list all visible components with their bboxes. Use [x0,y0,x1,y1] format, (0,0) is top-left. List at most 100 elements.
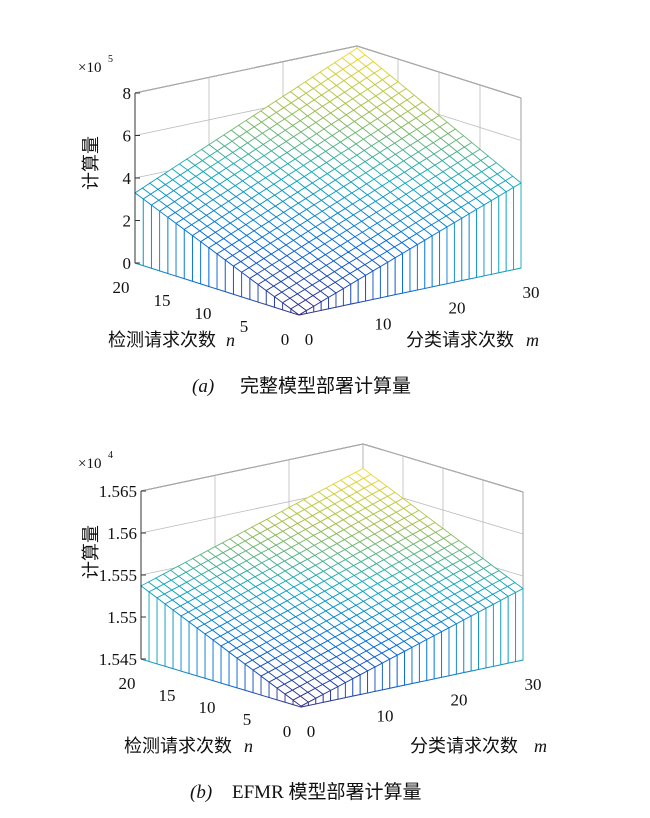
y-tick-label: 5 [243,710,252,729]
y-tick-label: 20 [113,278,130,297]
skirt-patch [416,239,426,291]
skirt-patch [461,213,470,282]
y-tick-label: 0 [281,330,290,349]
z-multiplier: ×10 [78,60,101,76]
z-tick-label: 0 [123,254,132,273]
z-axis-label: 计算量 [81,136,101,190]
skirt-patch [164,603,174,670]
skirt-patch [418,638,428,683]
skirt-patch [498,191,507,274]
skirt-patch [228,651,238,689]
skirt-patch [344,677,354,699]
skirt-patch [446,221,455,285]
skirt-patch [134,192,144,267]
skirt-patch [433,630,443,680]
skirt-patch [381,658,391,691]
skirt-patch [188,621,198,677]
skirt-patch [505,186,515,272]
skirt-patch [200,240,210,288]
surface-chart-b: 1.545 1.55 1.555 1.56 1.565 0 10 20 30 0 5 10 15 20 ×… [78,443,547,803]
x-tick-label: 10 [375,314,392,333]
skirt-patch [156,596,166,667]
skirt-patch [150,204,161,272]
z-gridline [134,45,358,94]
skirt-patch [191,234,202,285]
skirt-patch [148,591,158,665]
y-tick-label: 15 [159,686,176,705]
skirt-patch [236,657,246,691]
skirt-patch [167,216,177,277]
skirt-patch [453,217,463,283]
skirt-patch [490,195,500,275]
skirt-patch [402,248,411,294]
x-axis-variable: m [534,736,547,756]
skirt-patch [507,591,517,664]
skirt-patch [374,662,383,692]
skirt-patch [515,587,524,663]
skirt-patch [431,230,441,288]
x-tick-label: 10 [377,706,394,725]
skirt-patch [448,623,457,677]
z-tick-label: 4 [123,169,132,188]
skirt-patch [372,265,381,300]
skirt-patch [379,261,389,299]
x-tick-label: 0 [307,722,316,741]
y-tick-label: 15 [154,291,171,310]
skirt-patch [359,670,369,696]
skirt-patch [455,619,465,675]
skirt-patch [180,615,190,675]
y-axis-label: 检测请求次数 [108,330,216,350]
y-tick-label: 10 [199,698,216,717]
x-tick-label: 30 [525,675,542,694]
skirt-patch [142,198,152,269]
skirt-patch [212,639,222,684]
z-tick-label: 1.565 [99,482,137,501]
skirt-patch [439,226,448,286]
skirt-patch [352,674,361,697]
z-axis-label: 计算量 [81,525,101,579]
skirt-patch [409,243,418,293]
skirt-patch [426,634,435,681]
y-axis-variable: n [244,736,253,756]
y-tick-label: 20 [119,674,136,693]
z-multiplier: ×10 [78,456,101,472]
x-axis-label: 分类请求次数 [406,330,514,350]
surface-mesh [140,467,524,708]
skirt-patch [387,257,396,297]
caption-id: (a) [192,376,214,397]
z-tick-label: 2 [123,212,132,231]
z-tick-label: 1.555 [99,566,137,585]
caption: 完整模型部署计算量 [240,375,411,397]
z-tick-label: 1.56 [107,524,137,543]
tick-labels: 0 2 4 6 8 0 10 20 30 0 5 10 15 20 [113,84,540,349]
skirt-patch [140,585,150,663]
skirt-patch [424,235,433,289]
skirt-patch [396,650,406,688]
skirt-patch [350,279,359,305]
skirt-patch [441,627,450,678]
z-tick-label: 8 [123,84,132,103]
x-tick-label: 30 [523,283,540,302]
skirt-patch [483,199,492,277]
x-tick-label: 20 [449,299,466,318]
skirt-patch [468,208,478,280]
z-tick-label: 1.55 [107,608,137,627]
x-axis-label: 分类请求次数 [410,736,518,756]
skirt-patch [208,246,218,290]
skirt-patch [196,627,206,679]
y-axis-variable: n [226,330,235,350]
skirt-patch [463,615,472,674]
x-axis-variable: m [526,330,539,350]
skirt-patch [500,595,509,666]
skirt-patch [404,646,413,686]
skirt-patch [365,270,374,302]
skirt-patch [470,611,480,672]
skirt-patch [159,210,169,275]
z-tick-label: 1.545 [99,650,137,669]
x-tick-label: 0 [305,330,314,349]
y-tick-label: 5 [240,317,249,336]
skirt-patch [172,609,182,672]
skirt-patch [476,204,485,278]
tick-labels: 1.545 1.55 1.555 1.56 1.565 0 10 20 30 0 5 10 15 20 [99,482,542,741]
